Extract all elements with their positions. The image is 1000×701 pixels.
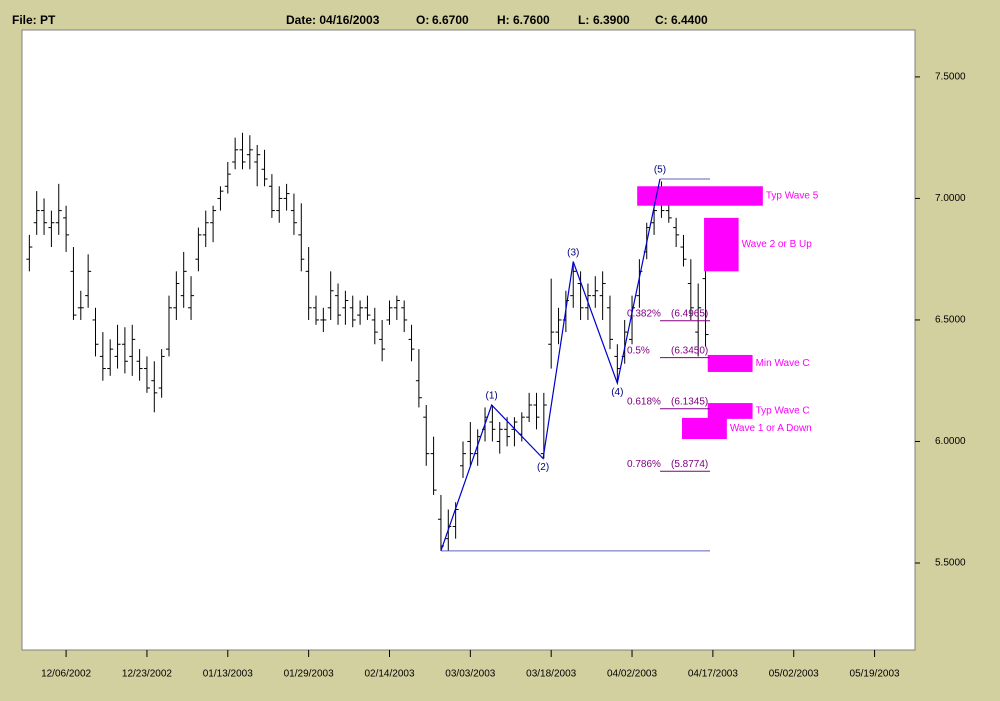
x-tick-label: 03/18/2003 [526, 669, 576, 680]
y-tick-label: 5.5000 [935, 558, 966, 569]
x-tick-label: 04/02/2003 [607, 669, 657, 680]
ohlc-value: 6.7600 [513, 13, 550, 27]
ohlc-value: 6.6700 [432, 13, 469, 27]
zone-label: Typ Wave C [756, 406, 810, 417]
retracement-value: (6.1345) [671, 396, 708, 407]
x-tick-label: 12/23/2002 [122, 669, 172, 680]
x-tick-label: 02/14/2003 [364, 669, 414, 680]
retracement-ratio: 0.618% [627, 396, 661, 407]
y-tick-label: 7.0000 [935, 193, 966, 204]
retracement-ratio: 0.5% [627, 345, 650, 356]
x-tick-label: 01/13/2003 [203, 669, 253, 680]
x-tick-label: 04/17/2003 [688, 669, 738, 680]
wave-line [440, 178, 661, 552]
wave-label: (2) [537, 462, 549, 473]
ohlc-label: H: [497, 13, 510, 27]
zone-label: Wave 2 or B Up [742, 239, 813, 250]
y-tick-label: 7.5000 [935, 72, 966, 83]
wave-label: (3) [567, 247, 579, 258]
ohlc-label: O: [416, 13, 429, 27]
retracement-value: (6.4965) [671, 308, 708, 319]
x-tick-label: 01/29/2003 [284, 669, 334, 680]
target-zone [637, 186, 763, 206]
wave-label: (1) [486, 391, 498, 402]
x-tick-label: 05/19/2003 [850, 669, 900, 680]
ohlc-value: 6.4400 [671, 13, 708, 27]
date-label: Date: 04/16/2003 [286, 13, 380, 27]
retracement-ratio: 0.382% [627, 308, 661, 319]
wave-label: (4) [611, 387, 623, 398]
x-tick-label: 05/02/2003 [769, 669, 819, 680]
y-tick-label: 6.5000 [935, 315, 966, 326]
target-zone [682, 417, 727, 440]
retracement-ratio: 0.786% [627, 459, 661, 470]
ohlc-value: 6.3900 [593, 13, 630, 27]
ohlc-label: C: [655, 13, 668, 27]
wave-label: (5) [654, 165, 666, 176]
file-label: File: PT [12, 13, 56, 27]
zone-label: Wave 1 or A Down [730, 423, 812, 434]
retracement-value: (6.3450) [671, 345, 708, 356]
plot-area [21, 29, 916, 651]
x-tick-label: 12/06/2002 [41, 669, 91, 680]
y-tick-label: 6.0000 [935, 436, 966, 447]
ohlc-label: L: [578, 13, 589, 27]
retracement-value: (5.8774) [671, 459, 708, 470]
zone-label: Typ Wave 5 [766, 191, 819, 202]
target-zone [704, 217, 739, 272]
zone-label: Min Wave C [756, 358, 810, 369]
x-tick-label: 03/03/2003 [445, 669, 495, 680]
target-zone [707, 403, 753, 419]
target-zone [707, 354, 753, 372]
